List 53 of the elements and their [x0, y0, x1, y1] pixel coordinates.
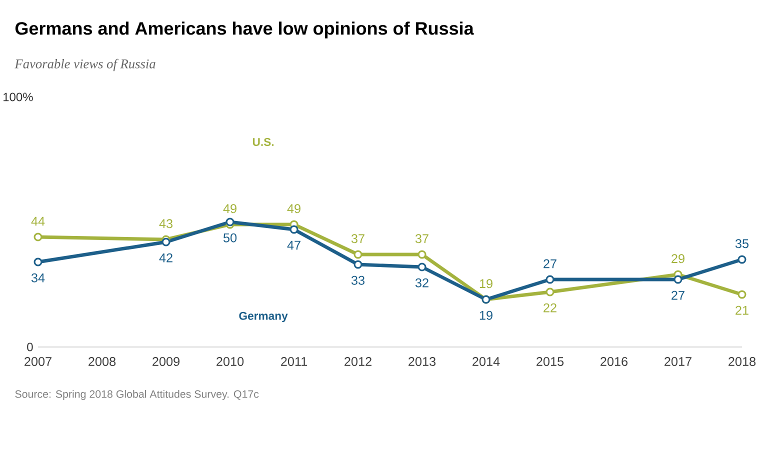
- point: [418, 262, 426, 272]
- data-label: 49: [287, 204, 300, 214]
- x-tick-label: 2007: [24, 357, 52, 366]
- point: [34, 258, 42, 266]
- x-tick-label: 2015: [536, 357, 564, 366]
- text: U.S.: [252, 138, 274, 146]
- data-label: 49: [223, 204, 236, 214]
- data-label: 42: [159, 253, 172, 262]
- point: [674, 275, 682, 284]
- data-label: 21: [736, 306, 748, 315]
- data-label: 32: [415, 278, 428, 288]
- data-label: 29: [672, 254, 684, 264]
- data-label: 47: [287, 240, 300, 250]
- x-tick-label: 2014: [472, 357, 500, 366]
- x-tick-label: 2017: [664, 357, 692, 366]
- point: [738, 255, 746, 264]
- data-label: 27: [672, 290, 684, 300]
- point: [418, 250, 426, 259]
- point: [226, 218, 234, 226]
- data-label: 37: [415, 234, 428, 244]
- data-label: 34: [31, 273, 45, 282]
- point: [738, 290, 746, 299]
- point: [546, 275, 554, 284]
- x-tick-label: 2009: [152, 357, 180, 366]
- point: [162, 238, 170, 246]
- data-label: 43: [159, 219, 172, 228]
- x-tick-label: 2010: [216, 357, 244, 366]
- source-note: Source: Spring 2018 Global Attitudes Survey. Q17c: [15, 390, 259, 400]
- text: Germany: [239, 312, 288, 322]
- data-label: 50: [223, 233, 237, 242]
- x-tick-label: 2016: [600, 357, 628, 366]
- data-label: 33: [351, 276, 364, 285]
- point: [546, 288, 554, 296]
- chart-title: Germans and Americans have low opinions of Russia: [15, 22, 474, 38]
- data-label: 19: [480, 279, 492, 288]
- data-label: 44: [31, 216, 45, 226]
- data-label: 37: [351, 234, 364, 244]
- chart-subtitle: Favorable views of Russia: [14, 58, 156, 72]
- data-label: 35: [735, 239, 749, 248]
- x-tick-label: 2011: [281, 357, 307, 366]
- x-tick-label: 2013: [408, 357, 436, 366]
- point: [34, 232, 42, 242]
- data-label: 27: [544, 259, 556, 268]
- data-label: 19: [480, 310, 492, 320]
- y-tick-label: 100%: [4, 92, 33, 102]
- x-tick-label: 2008: [88, 357, 116, 366]
- x-tick-label: 2018: [728, 357, 756, 366]
- point: [354, 250, 362, 259]
- point: [290, 225, 298, 234]
- point: [354, 260, 362, 269]
- x-tick-label: 2012: [344, 357, 372, 366]
- y-tick-label: 0: [27, 342, 33, 352]
- data-label: 22: [544, 303, 556, 312]
